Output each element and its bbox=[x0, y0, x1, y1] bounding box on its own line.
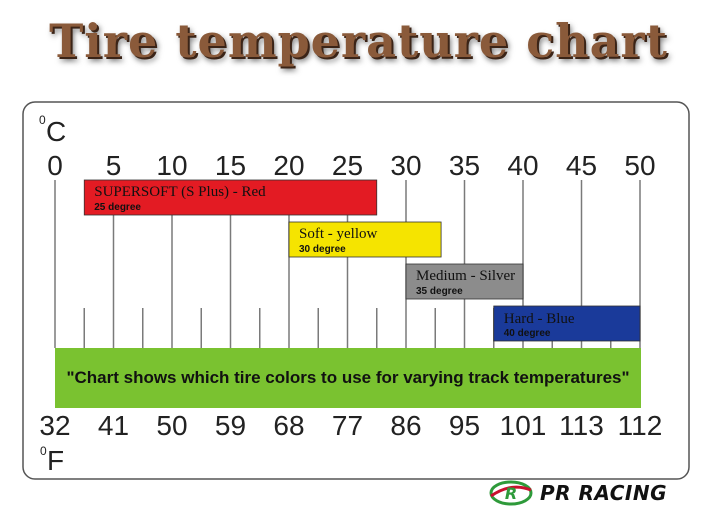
page-title: Tire temperature chart bbox=[49, 14, 668, 68]
temperature-band bbox=[493, 305, 641, 342]
temperature-band bbox=[288, 221, 442, 258]
fahrenheit-tick-label: 77 bbox=[332, 410, 363, 441]
fahrenheit-degree-mark: 0 bbox=[40, 444, 47, 458]
fahrenheit-tick-label: 112 bbox=[618, 410, 663, 441]
band-degree-label: 25 degree bbox=[94, 202, 141, 213]
celsius-tick-label: 15 bbox=[215, 150, 246, 181]
celsius-tick-label: 25 bbox=[332, 150, 363, 181]
celsius-tick-label: 0 bbox=[47, 150, 63, 181]
celsius-tick-label: 30 bbox=[390, 150, 421, 181]
fahrenheit-tick-label: 59 bbox=[215, 410, 246, 441]
fahrenheit-tick-label: 68 bbox=[273, 410, 304, 441]
celsius-tick-label: 10 bbox=[156, 150, 187, 181]
caption-text: "Chart shows which tire colors to use fo… bbox=[66, 368, 629, 387]
fahrenheit-tick-label: 101 bbox=[500, 410, 547, 441]
celsius-degree-mark: 0 bbox=[39, 113, 46, 127]
temperature-band bbox=[83, 179, 378, 216]
band-label: Hard - Blue bbox=[504, 311, 575, 327]
band-label: SUPERSOFT (S Plus) - Red bbox=[94, 184, 266, 200]
celsius-tick-label: 50 bbox=[624, 150, 655, 181]
band-degree-label: 30 degree bbox=[299, 244, 346, 255]
caption-bar bbox=[55, 348, 641, 408]
celsius-tick-label: 45 bbox=[566, 150, 597, 181]
celsius-tick-label: 20 bbox=[273, 150, 304, 181]
temperature-band bbox=[405, 263, 524, 300]
band-degree-label: 40 degree bbox=[504, 328, 551, 339]
celsius-tick-label: 5 bbox=[106, 150, 122, 181]
fahrenheit-tick-label: 50 bbox=[156, 410, 187, 441]
band-label: Soft - yellow bbox=[299, 226, 377, 242]
celsius-unit: C bbox=[46, 116, 66, 147]
pr-racing-logo-icon: R bbox=[488, 480, 534, 506]
celsius-tick-label: 40 bbox=[507, 150, 538, 181]
fahrenheit-tick-label: 41 bbox=[98, 410, 129, 441]
fahrenheit-tick-label: 86 bbox=[390, 410, 421, 441]
celsius-tick-label: 35 bbox=[449, 150, 480, 181]
band-label: Medium - Silver bbox=[416, 268, 515, 284]
brand-logo: R PR RACING bbox=[488, 480, 667, 506]
fahrenheit-unit: F bbox=[47, 445, 64, 476]
fahrenheit-tick-label: 113 bbox=[559, 410, 604, 441]
fahrenheit-tick-label: 32 bbox=[39, 410, 70, 441]
svg-text:R: R bbox=[505, 484, 517, 503]
brand-name: PR RACING bbox=[539, 481, 667, 505]
band-degree-label: 35 degree bbox=[416, 286, 463, 297]
fahrenheit-tick-label: 95 bbox=[449, 410, 480, 441]
